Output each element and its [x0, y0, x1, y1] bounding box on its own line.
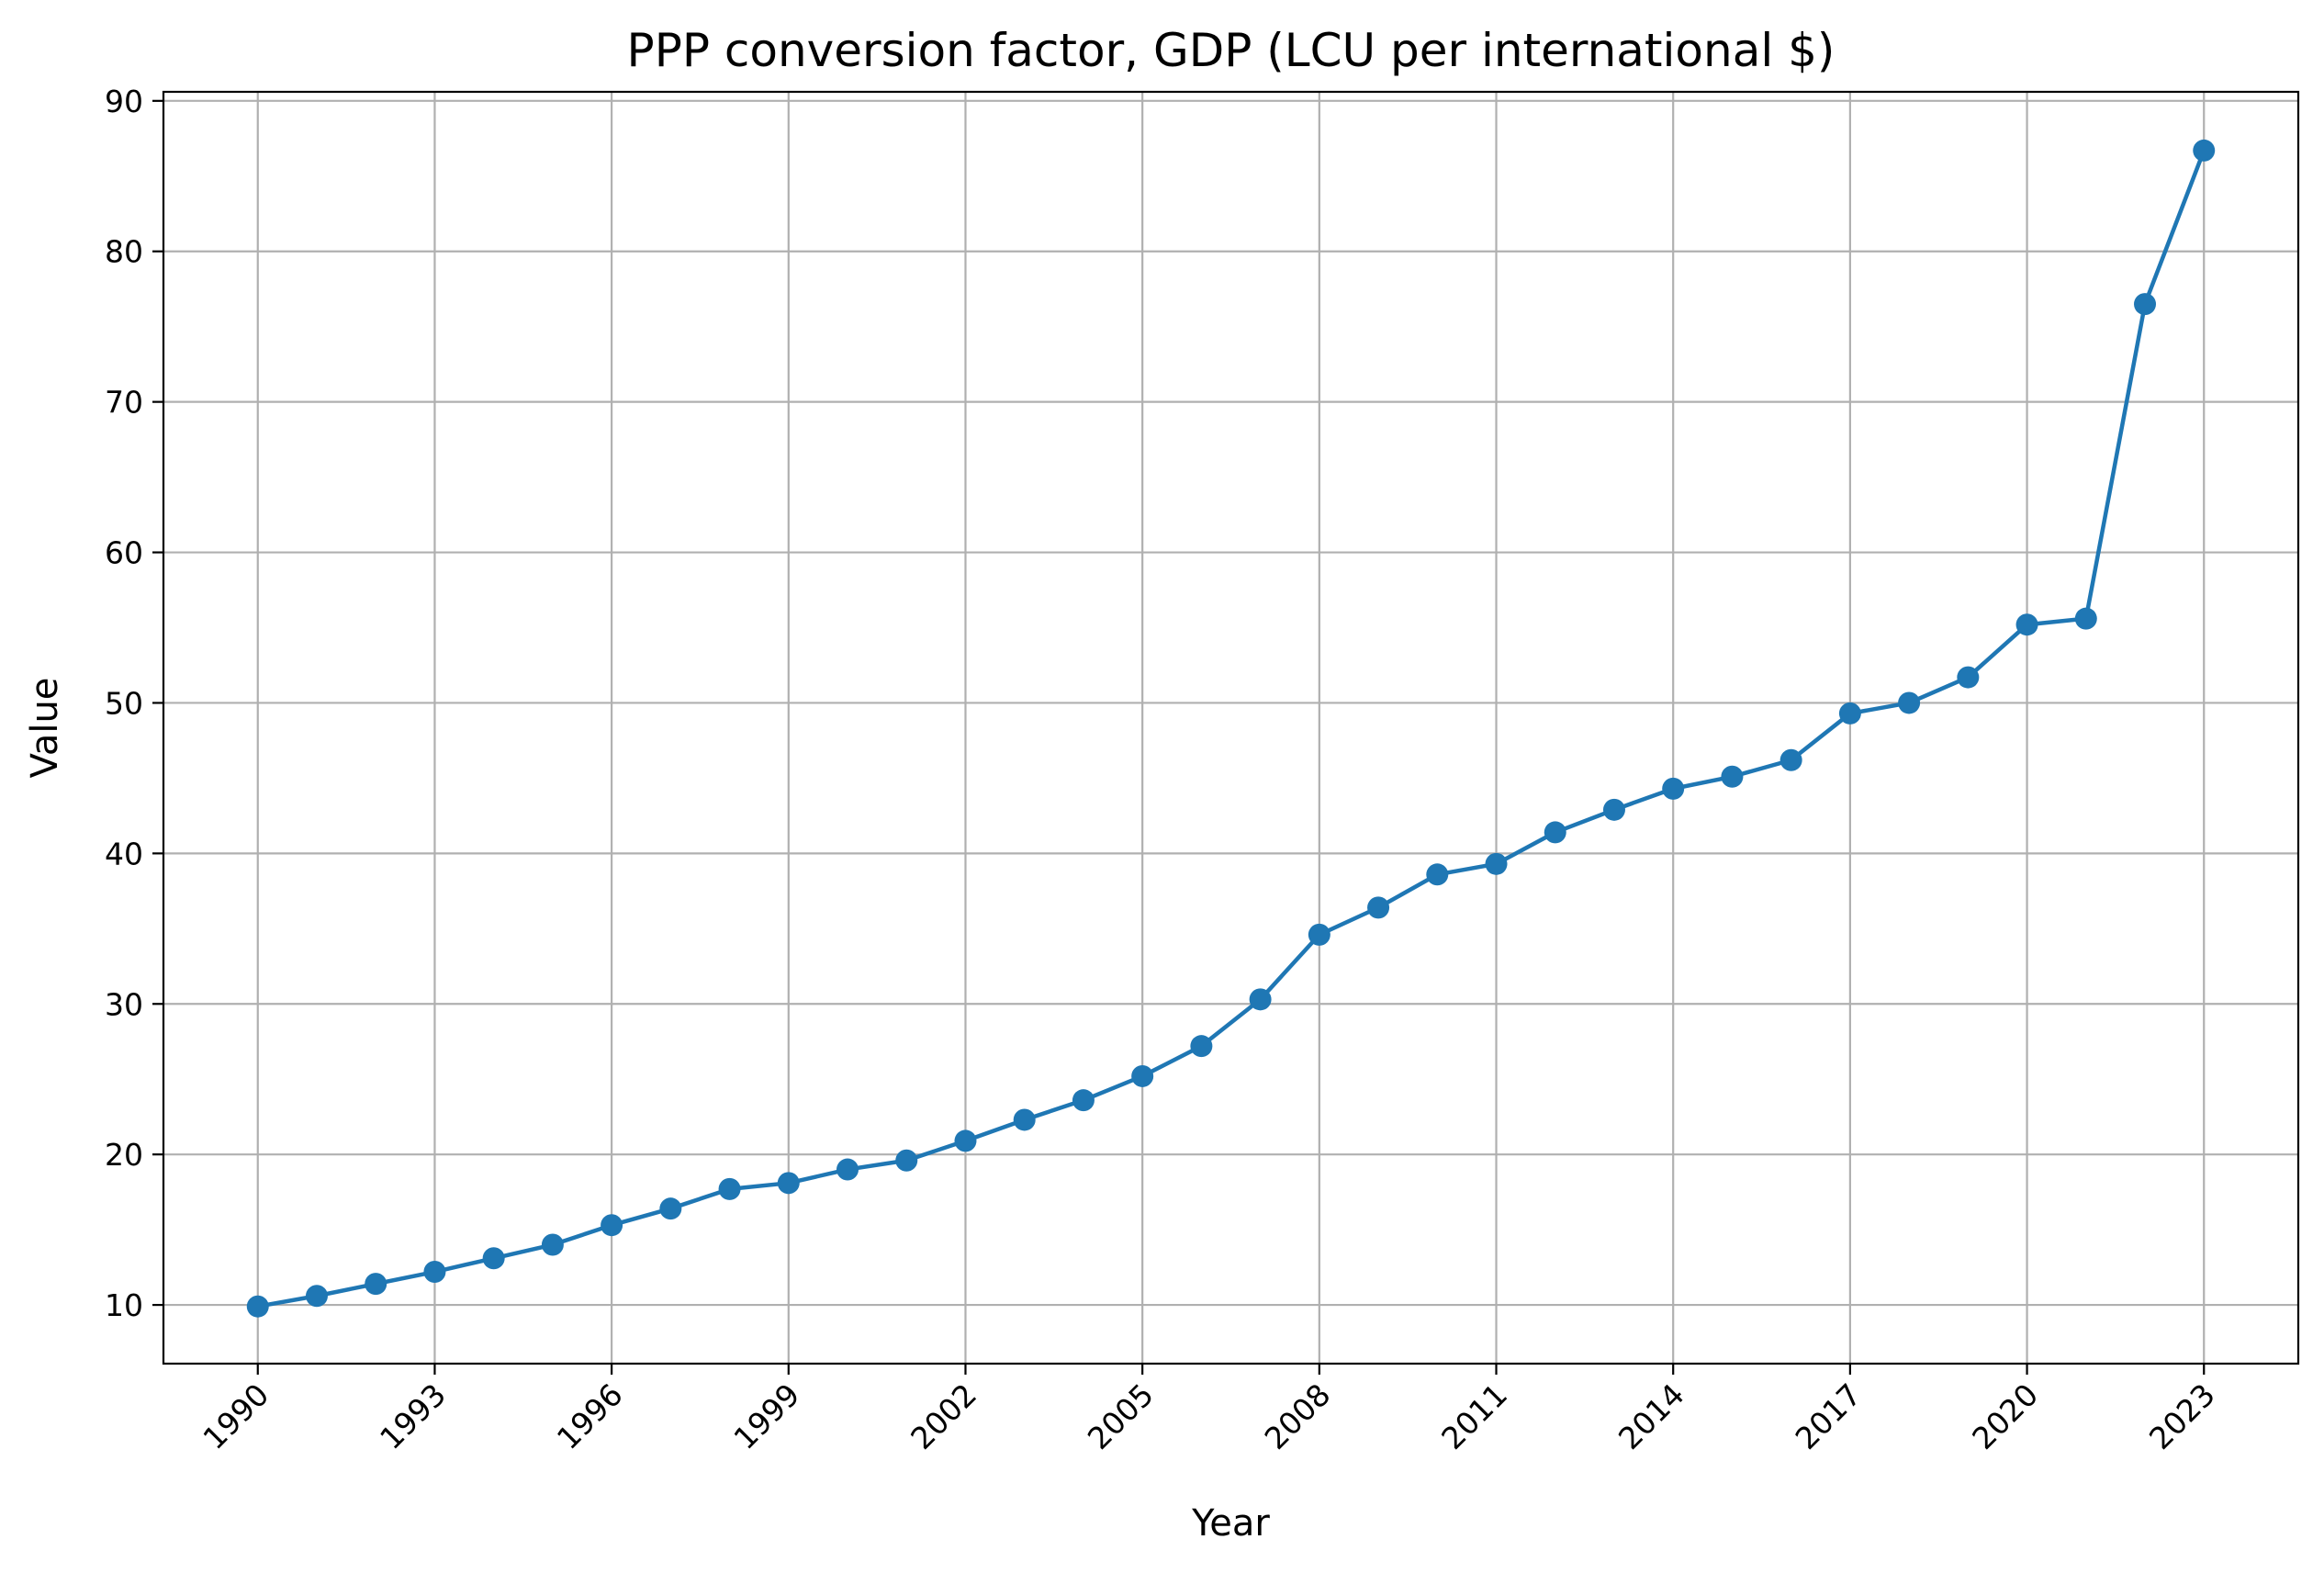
data-point: [2193, 139, 2216, 162]
data-point: [423, 1261, 446, 1284]
data-point: [1426, 863, 1449, 886]
axes-frame: [162, 90, 2300, 1365]
data-point: [1602, 798, 1625, 821]
y-tick-label: 30: [105, 986, 143, 1022]
data-point: [1249, 988, 1272, 1011]
data-point: [601, 1214, 623, 1237]
data-point: [1072, 1089, 1095, 1112]
data-point: [365, 1273, 387, 1296]
data-point: [1190, 1035, 1213, 1058]
data-point: [1957, 666, 1980, 689]
chart-title: PPP conversion factor, GDP (LCU per inte…: [627, 24, 1836, 77]
data-point: [2074, 607, 2097, 630]
data-point: [1544, 821, 1566, 844]
data-point: [2134, 293, 2157, 316]
y-tick-label: 90: [105, 84, 143, 119]
data-point: [246, 1295, 269, 1318]
y-tick-label: 40: [105, 836, 143, 871]
y-tick-label: 60: [105, 535, 143, 571]
data-point: [836, 1158, 859, 1181]
data-point: [1898, 691, 1921, 714]
data-point: [1131, 1064, 1154, 1087]
data-point: [2015, 613, 2038, 636]
data-point: [305, 1285, 328, 1308]
data-point: [1838, 702, 1861, 725]
data-point: [482, 1247, 505, 1270]
data-point: [1308, 923, 1330, 946]
y-axis-label: Value: [24, 678, 66, 779]
data-point: [659, 1197, 682, 1220]
data-point: [1779, 748, 1802, 771]
y-tick-label: 20: [105, 1137, 143, 1173]
data-point: [1367, 896, 1390, 919]
grid: [163, 92, 2298, 1364]
y-tick-label: 80: [105, 234, 143, 270]
data-point: [777, 1172, 800, 1195]
series-layer: [246, 139, 2216, 1318]
data-point: [1662, 777, 1685, 800]
data-point: [895, 1149, 918, 1172]
data-point: [541, 1233, 564, 1256]
x-axis-label: Year: [1191, 1502, 1270, 1545]
y-tick-label: 50: [105, 685, 143, 721]
y-tick-label: 70: [105, 385, 143, 421]
series-line: [255, 148, 2206, 1309]
data-point: [954, 1129, 977, 1152]
data-point: [1013, 1108, 1036, 1131]
data-point: [1485, 852, 1508, 875]
data-point: [718, 1177, 741, 1200]
y-tick-label: 10: [105, 1287, 143, 1323]
data-point: [1721, 765, 1744, 788]
